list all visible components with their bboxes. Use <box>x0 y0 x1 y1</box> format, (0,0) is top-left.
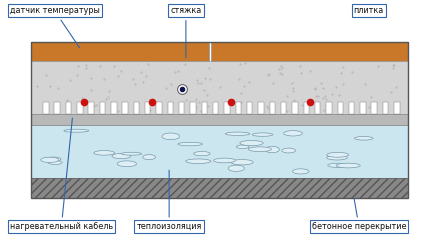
Text: бетонное перекрытие: бетонное перекрытие <box>312 199 406 231</box>
Bar <box>157 102 162 114</box>
Text: плитка: плитка <box>353 6 384 15</box>
Ellipse shape <box>46 157 61 161</box>
Bar <box>43 102 49 114</box>
Bar <box>31 114 408 125</box>
Bar <box>349 102 354 114</box>
Ellipse shape <box>284 131 302 136</box>
Bar <box>315 102 320 114</box>
Bar <box>292 102 298 114</box>
Ellipse shape <box>48 161 62 164</box>
Bar <box>326 102 332 114</box>
Ellipse shape <box>228 165 244 171</box>
Bar <box>31 178 408 198</box>
Ellipse shape <box>225 132 250 135</box>
Bar <box>281 102 286 114</box>
Ellipse shape <box>143 155 156 160</box>
Text: нагревательный кабель: нагревательный кабель <box>10 118 113 231</box>
Text: датчик температуры: датчик температуры <box>10 6 100 48</box>
Bar <box>304 102 309 114</box>
Bar <box>338 102 343 114</box>
Bar <box>394 102 399 114</box>
Bar <box>383 102 388 114</box>
Ellipse shape <box>112 153 131 159</box>
Bar <box>31 60 408 114</box>
Ellipse shape <box>249 147 271 152</box>
Bar <box>111 102 117 114</box>
Bar <box>211 42 408 60</box>
Bar <box>202 102 207 114</box>
Ellipse shape <box>194 151 210 156</box>
Ellipse shape <box>162 133 180 140</box>
Bar <box>270 102 275 114</box>
Ellipse shape <box>41 157 59 162</box>
Bar <box>190 102 196 114</box>
Bar <box>134 102 139 114</box>
Bar <box>31 42 209 60</box>
Ellipse shape <box>94 151 115 155</box>
Ellipse shape <box>64 129 89 132</box>
Ellipse shape <box>327 152 349 157</box>
Ellipse shape <box>214 158 235 163</box>
Ellipse shape <box>121 152 141 155</box>
Bar <box>31 42 408 198</box>
Ellipse shape <box>265 146 280 153</box>
Ellipse shape <box>336 163 360 168</box>
Text: стяжка: стяжка <box>170 6 202 58</box>
Bar <box>247 102 252 114</box>
Ellipse shape <box>178 142 203 146</box>
Bar <box>360 102 366 114</box>
Bar <box>77 102 83 114</box>
Ellipse shape <box>231 160 253 165</box>
Bar <box>66 102 71 114</box>
Ellipse shape <box>355 137 373 140</box>
Bar <box>236 102 241 114</box>
Ellipse shape <box>237 145 249 149</box>
Ellipse shape <box>117 161 136 167</box>
Ellipse shape <box>282 148 295 153</box>
Ellipse shape <box>240 140 263 146</box>
Ellipse shape <box>292 169 309 174</box>
Bar <box>89 102 94 114</box>
Bar <box>224 102 230 114</box>
Bar <box>213 102 218 114</box>
Bar <box>372 102 377 114</box>
Ellipse shape <box>328 163 348 168</box>
Ellipse shape <box>326 155 347 160</box>
Ellipse shape <box>186 159 211 163</box>
Bar <box>179 102 184 114</box>
Bar <box>31 125 408 178</box>
Bar <box>100 102 105 114</box>
Ellipse shape <box>252 133 273 136</box>
Bar <box>258 102 264 114</box>
Bar <box>168 102 173 114</box>
Bar <box>145 102 150 114</box>
Bar <box>55 102 60 114</box>
Text: теплоизоляция: теплоизоляция <box>136 170 202 231</box>
Bar <box>123 102 128 114</box>
